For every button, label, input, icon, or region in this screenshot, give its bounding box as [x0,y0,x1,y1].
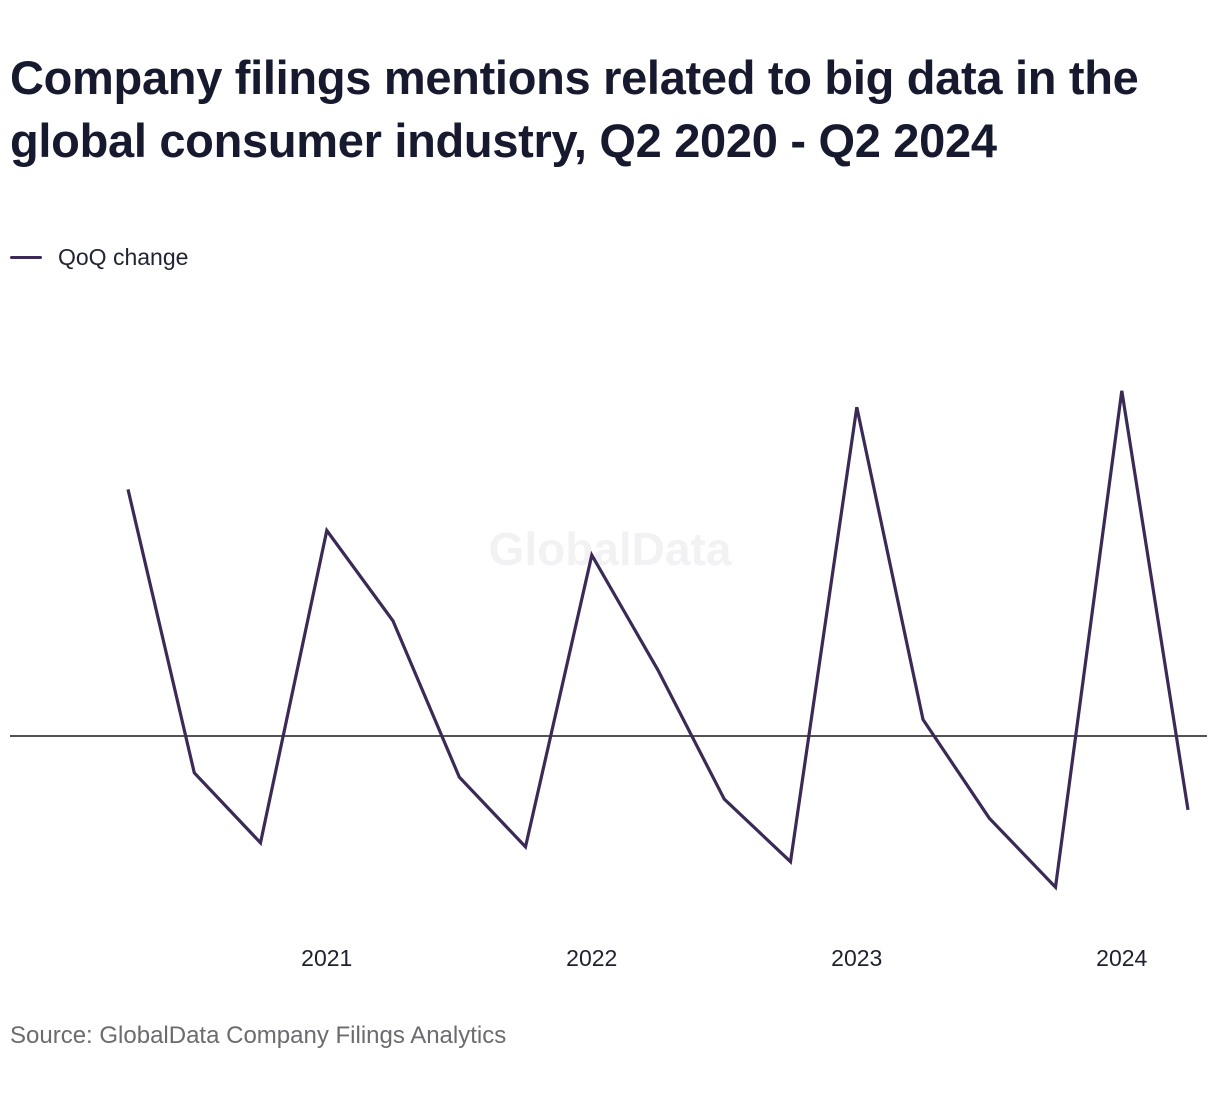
legend-swatch [10,255,42,259]
chart-area: GlobalData 2021 2022 2023 2024 [0,290,1220,990]
line-chart: GlobalData 2021 2022 2023 2024 [10,390,1207,971]
x-tick-label: 2022 [566,945,617,971]
series-layer [126,390,1190,891]
legend: QoQ change [10,242,188,272]
chart-title: Company filings mentions related to big … [10,51,1139,167]
x-tick-label: 2021 [301,945,352,971]
legend-label: QoQ change [58,243,189,270]
x-tick-label: 2024 [1096,945,1147,971]
watermark-text: GlobalData [489,523,732,575]
x-axis-ticks: 2021 2022 2023 2024 [301,945,1147,971]
x-tick-label: 2023 [831,945,882,971]
source-note: Source: GlobalData Company Filings Analy… [10,1022,507,1049]
series-line-0 [126,390,1190,891]
